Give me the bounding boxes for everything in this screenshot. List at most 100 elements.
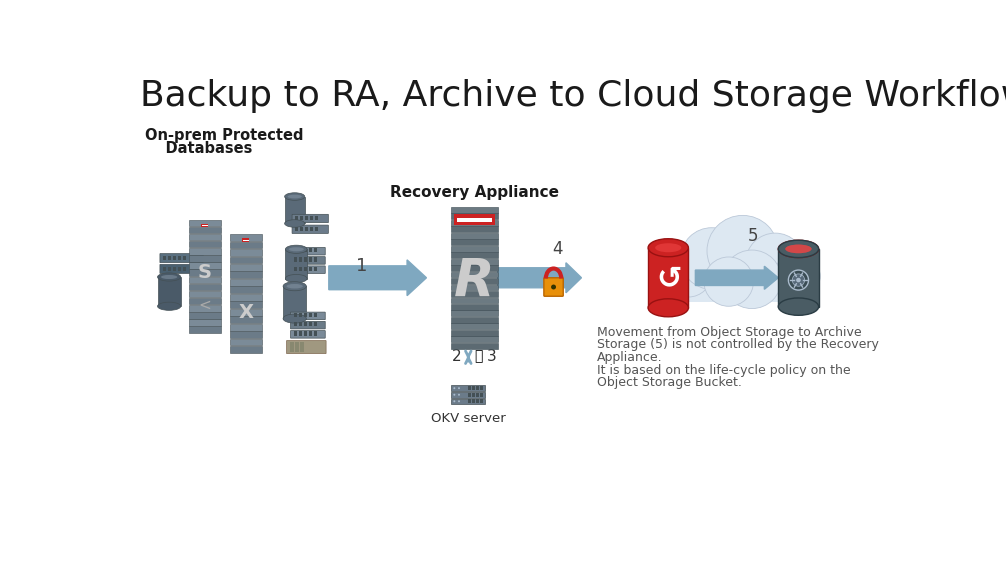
Bar: [452, 271, 498, 278]
Bar: [476, 399, 479, 403]
Bar: [299, 331, 302, 336]
Bar: [229, 309, 263, 316]
Bar: [300, 342, 304, 352]
Ellipse shape: [648, 239, 688, 257]
Bar: [452, 258, 498, 265]
Bar: [455, 215, 495, 225]
Bar: [188, 270, 221, 276]
Text: 2: 2: [452, 349, 462, 364]
Bar: [188, 262, 221, 269]
Bar: [452, 304, 498, 310]
Bar: [229, 331, 263, 338]
Text: Appliance.: Appliance.: [597, 351, 663, 364]
Circle shape: [454, 394, 456, 396]
Bar: [229, 271, 263, 278]
Bar: [452, 245, 498, 252]
Bar: [310, 226, 313, 231]
Circle shape: [774, 253, 820, 300]
Ellipse shape: [285, 220, 305, 227]
Text: X: X: [238, 303, 254, 322]
Bar: [452, 343, 498, 348]
Bar: [452, 265, 498, 271]
Circle shape: [665, 251, 711, 297]
Ellipse shape: [779, 298, 819, 315]
Ellipse shape: [779, 240, 819, 257]
Bar: [472, 393, 475, 397]
Bar: [299, 257, 302, 262]
Bar: [300, 216, 303, 220]
Bar: [294, 257, 297, 262]
Bar: [309, 248, 312, 252]
Bar: [188, 248, 221, 254]
Text: Storage (5) is not controlled by the Recovery: Storage (5) is not controlled by the Rec…: [597, 338, 879, 351]
Circle shape: [454, 400, 456, 403]
Bar: [295, 216, 298, 220]
Bar: [472, 386, 475, 390]
Bar: [305, 226, 308, 231]
Bar: [310, 216, 313, 220]
Text: S: S: [198, 263, 212, 282]
Bar: [452, 336, 498, 342]
Text: Movement from Object Storage to Archive: Movement from Object Storage to Archive: [597, 325, 861, 338]
Circle shape: [796, 278, 801, 283]
Text: Databases: Databases: [145, 141, 253, 156]
Bar: [229, 324, 263, 330]
Bar: [315, 216, 318, 220]
Bar: [229, 346, 263, 353]
Bar: [452, 323, 498, 329]
Bar: [452, 239, 498, 245]
Bar: [469, 386, 471, 390]
Ellipse shape: [158, 273, 181, 281]
Bar: [229, 301, 263, 308]
Bar: [201, 224, 208, 227]
Bar: [178, 267, 181, 271]
FancyBboxPatch shape: [292, 225, 328, 234]
Bar: [178, 256, 181, 260]
Bar: [183, 256, 186, 260]
Bar: [452, 284, 498, 291]
Bar: [309, 313, 312, 317]
Bar: [294, 267, 297, 271]
FancyBboxPatch shape: [544, 278, 563, 296]
Bar: [188, 241, 221, 247]
FancyBboxPatch shape: [291, 257, 325, 264]
Bar: [304, 313, 307, 317]
Bar: [304, 322, 307, 327]
Bar: [188, 284, 221, 290]
Circle shape: [454, 387, 456, 389]
Circle shape: [681, 227, 742, 289]
Text: It is based on the life-cycle policy on the: It is based on the life-cycle policy on …: [597, 364, 851, 377]
Bar: [315, 226, 318, 231]
Bar: [188, 220, 221, 226]
Bar: [452, 291, 498, 297]
Bar: [452, 310, 498, 316]
Bar: [299, 248, 302, 252]
Circle shape: [458, 387, 460, 389]
Bar: [290, 342, 294, 352]
Bar: [304, 248, 307, 252]
Bar: [480, 386, 483, 390]
Text: On-prem Protected: On-prem Protected: [145, 128, 304, 142]
Bar: [309, 331, 312, 336]
Bar: [452, 278, 498, 284]
Bar: [452, 233, 498, 239]
Bar: [188, 312, 221, 319]
Text: 🔑: 🔑: [474, 350, 483, 364]
Bar: [229, 338, 263, 346]
Bar: [243, 240, 248, 241]
Bar: [188, 255, 221, 262]
Ellipse shape: [286, 245, 307, 253]
Ellipse shape: [786, 244, 812, 253]
Ellipse shape: [289, 247, 304, 251]
FancyBboxPatch shape: [291, 321, 325, 329]
Text: R: R: [454, 256, 495, 307]
Bar: [173, 267, 176, 271]
Bar: [452, 399, 485, 404]
Bar: [469, 399, 471, 403]
Ellipse shape: [655, 243, 681, 252]
Bar: [480, 393, 483, 397]
Ellipse shape: [779, 240, 819, 257]
Bar: [168, 256, 171, 260]
Bar: [188, 305, 221, 311]
Circle shape: [707, 216, 779, 286]
